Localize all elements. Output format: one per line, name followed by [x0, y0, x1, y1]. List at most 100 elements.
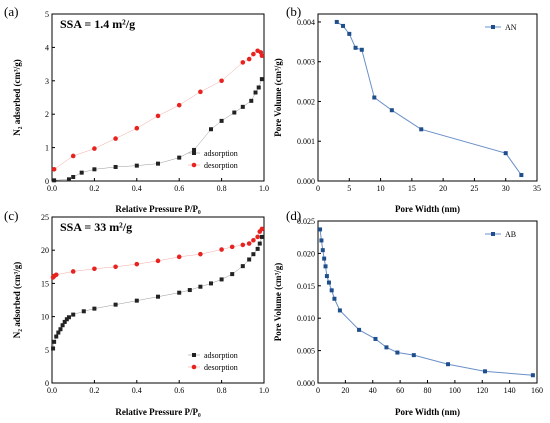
data-point — [251, 237, 256, 243]
data-point — [519, 173, 524, 178]
data-point — [503, 151, 508, 156]
ssa-annotation: SSA = 1.4 m²/g — [60, 17, 135, 31]
data-point — [229, 244, 235, 250]
data-point — [247, 257, 252, 262]
y-tick-label: 20 — [41, 246, 49, 255]
series-AB — [318, 227, 535, 378]
data-point — [71, 312, 76, 317]
data-point — [209, 281, 213, 286]
legend-label: adsorption — [204, 149, 238, 158]
data-point — [177, 155, 182, 160]
data-point — [54, 334, 59, 339]
panel-label: (b) — [286, 4, 301, 19]
y-tick-label: 10 — [41, 313, 49, 322]
data-point — [52, 178, 57, 183]
data-point — [251, 252, 256, 257]
data-point — [259, 234, 264, 239]
data-point — [320, 248, 325, 253]
data-point — [482, 369, 487, 374]
legend-label: desorption — [204, 363, 238, 372]
x-tick-label: 0.6 — [174, 386, 184, 395]
data-point — [70, 153, 76, 159]
data-point — [66, 315, 71, 320]
data-point — [155, 258, 161, 264]
y-axis-label: N₂ adsorbed (cm³/g) — [12, 262, 22, 338]
data-point — [156, 294, 160, 299]
data-point — [209, 127, 213, 132]
y-tick-label: 5 — [45, 10, 49, 19]
x-tick-label: 60 — [396, 386, 404, 395]
chart-panel-3: 0.0 0.2 0.4 0.6 0.8 1.0 0 5 10 15 20 25 Relative Pre… — [4, 208, 269, 417]
x-tick-label: 0.6 — [174, 184, 184, 193]
x-tick-label: 35 — [533, 184, 541, 193]
data-point — [324, 274, 329, 279]
data-point — [419, 127, 424, 132]
data-point — [70, 269, 76, 274]
plot-frame — [317, 13, 538, 182]
y-tick-label: 0 — [45, 177, 49, 186]
x-tick-label: 0.2 — [89, 184, 99, 193]
data-point — [240, 60, 246, 65]
data-point — [446, 362, 451, 367]
y-tick-label: 0.005 — [297, 347, 315, 356]
data-point — [62, 319, 67, 324]
legend-marker — [191, 162, 197, 168]
chart-panel-2: 0 5 10 15 20 25 30 35 0.000 0.001 0.002 0.003 0.004 P… — [273, 4, 541, 214]
data-point — [60, 323, 65, 328]
data-point — [92, 167, 97, 172]
data-point — [64, 317, 69, 322]
legend-label: desorption — [204, 161, 238, 170]
x-tick-label: 0 — [316, 386, 320, 395]
x-tick-label: 0.8 — [217, 184, 227, 193]
y-tick-label: 15 — [41, 279, 49, 288]
data-point — [353, 45, 358, 50]
data-point — [259, 77, 264, 82]
data-point — [155, 113, 161, 119]
x-tick-label: 25 — [470, 184, 478, 193]
data-point — [322, 256, 327, 261]
data-point — [359, 47, 364, 52]
data-point — [81, 309, 86, 314]
x-tick-label: 0 — [316, 184, 320, 193]
legend-label: AN — [505, 23, 517, 32]
chart-panel-4: 0 20 40 60 80 100 120 140 160 0.000 0.005 0.010 0.01… — [273, 208, 543, 417]
y-axis-label: Pore Volume (cm³/g) — [273, 263, 283, 342]
data-point — [259, 53, 265, 59]
data-point — [113, 264, 118, 270]
data-point — [198, 89, 203, 95]
legend-marker — [192, 353, 196, 357]
y-tick-label: 0.000 — [297, 177, 315, 186]
data-point — [411, 353, 416, 358]
data-point — [230, 272, 235, 277]
legend-marker — [192, 151, 196, 155]
series-desorption — [51, 48, 265, 172]
x-tick-label: 20 — [439, 184, 447, 193]
data-point — [58, 327, 63, 332]
data-point — [134, 125, 140, 131]
data-point — [219, 118, 224, 123]
data-point — [329, 288, 334, 293]
data-point — [219, 247, 224, 252]
data-point — [113, 164, 118, 169]
x-tick-label: 160 — [531, 386, 543, 395]
data-point — [530, 373, 535, 378]
series-line-AB — [319, 229, 533, 376]
y-axis-label: N₂ adsorbed (cm³/g) — [12, 59, 22, 135]
data-point — [176, 254, 182, 260]
data-point — [92, 306, 97, 311]
data-point — [341, 23, 346, 28]
y-tick-label: 0.010 — [297, 314, 315, 323]
y-tick-label: 0 — [45, 379, 49, 388]
plot-frame — [51, 13, 265, 182]
series-adsorption — [51, 234, 264, 351]
y-tick-label: 0.000 — [297, 379, 315, 388]
data-point — [384, 345, 389, 350]
data-point — [372, 95, 377, 100]
data-point — [52, 339, 57, 344]
x-tick-label: 120 — [476, 386, 488, 395]
chart-panel-1: 0.0 0.2 0.4 0.6 0.8 1.0 0 1 2 3 4 5 Relative Pressur… — [4, 4, 269, 214]
data-point — [92, 266, 97, 272]
x-tick-label: 0.0 — [47, 184, 57, 193]
x-tick-label: 140 — [504, 386, 516, 395]
x-tick-label: 15 — [408, 184, 416, 193]
